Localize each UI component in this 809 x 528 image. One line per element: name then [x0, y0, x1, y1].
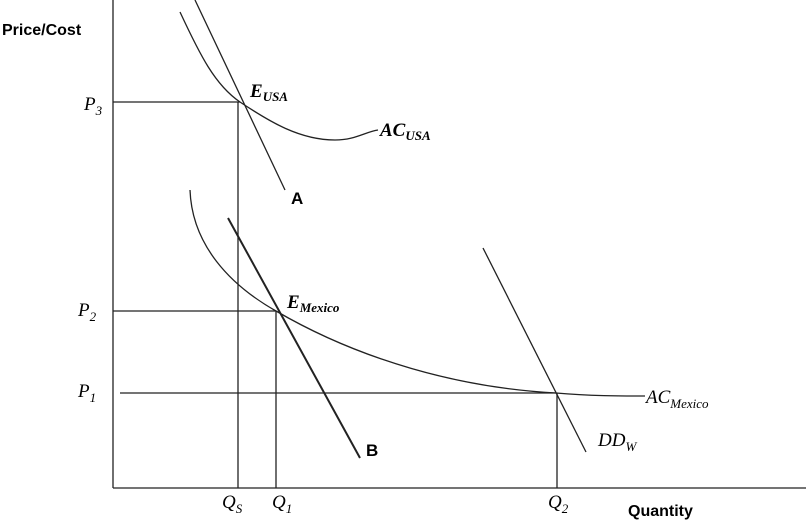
quantity-label: Q1	[272, 492, 292, 516]
price-label: P2	[77, 300, 97, 324]
label-sub: 1	[90, 390, 97, 405]
price-label: P1	[77, 381, 96, 405]
label-main: E	[249, 81, 263, 102]
quantity-label: Q2	[548, 492, 569, 516]
ac-usa-curve	[179, 11, 379, 141]
label-sub: USA	[405, 128, 431, 143]
point-label: EMexico	[286, 292, 340, 315]
label-main: Q	[272, 492, 286, 513]
quantity-label: QS	[222, 492, 243, 516]
curve-label: ACMexico	[644, 387, 709, 411]
label-main: P	[83, 94, 96, 115]
dd-w-line	[482, 247, 587, 453]
label-main: P	[77, 381, 90, 402]
line-label: B	[366, 441, 378, 460]
label-main: Q	[548, 492, 562, 513]
label-main: AC	[644, 387, 671, 408]
label-sub: Mexico	[299, 300, 340, 315]
label-main: E	[286, 292, 300, 313]
label-sub: 1	[286, 501, 293, 516]
label-main: AC	[379, 120, 406, 141]
label-sub: S	[236, 501, 243, 516]
label-main: Q	[222, 492, 236, 513]
point-label: EUSA	[249, 81, 288, 104]
line-label: A	[291, 189, 303, 208]
label-main: P	[77, 300, 90, 321]
y-axis-label: Price/Cost	[2, 22, 82, 39]
price-label: P3	[83, 94, 103, 118]
line-b	[227, 217, 361, 459]
line-a	[194, 0, 286, 191]
label-sub: W	[625, 439, 637, 454]
label-sub: 3	[95, 103, 103, 118]
label-main: DD	[597, 430, 626, 451]
x-axis-label: Quantity	[628, 503, 693, 520]
ac-mexico-curve	[189, 189, 646, 397]
label-sub: USA	[263, 89, 289, 104]
label-sub: 2	[562, 501, 569, 516]
label-sub: Mexico	[669, 396, 709, 411]
curve-label: DDW	[597, 430, 637, 454]
curve-label: ACUSA	[379, 120, 431, 143]
label-sub: 2	[90, 309, 97, 324]
